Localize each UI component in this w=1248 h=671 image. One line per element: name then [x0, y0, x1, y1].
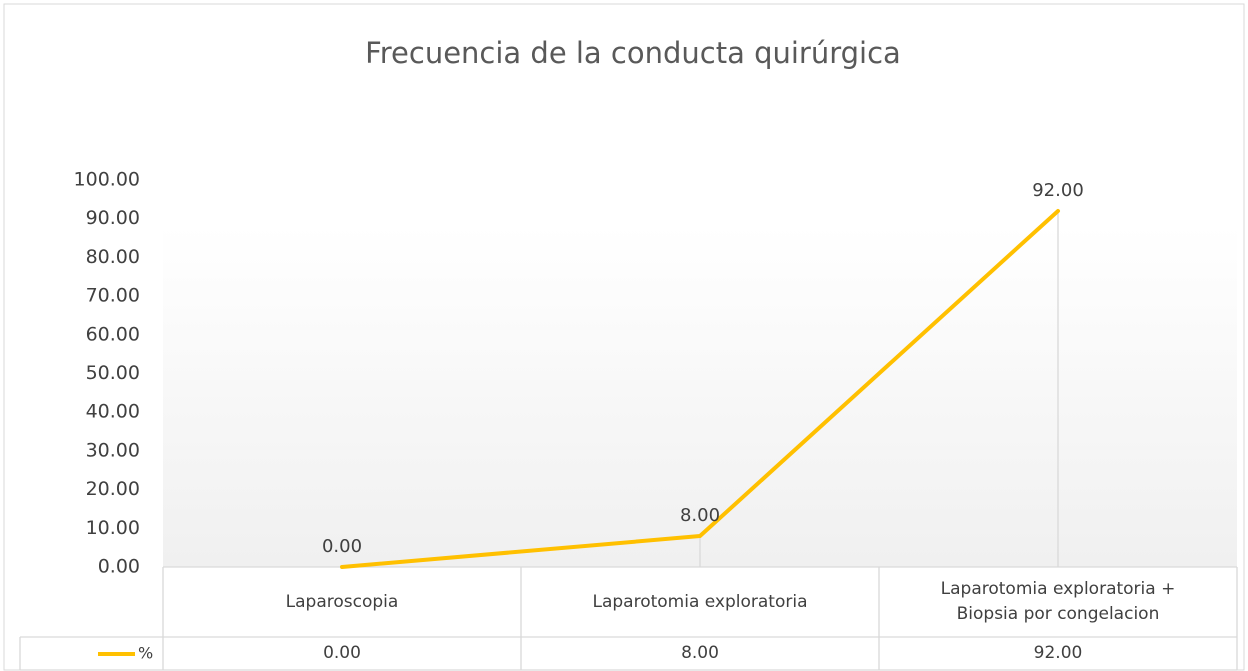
y-tick-label: 0.00	[98, 556, 140, 578]
y-tick-label: 30.00	[86, 439, 140, 461]
y-tick-label: 100.00	[74, 169, 140, 191]
x-tick-label-text: Laparotomia exploratoria + Biopsia por c…	[940, 579, 1176, 624]
table-value-text: 92.00	[1033, 643, 1083, 664]
y-tick-label: 10.00	[86, 517, 140, 539]
x-tick-label: Laparotomia exploratoria	[521, 567, 879, 637]
data-label: 0.00	[322, 536, 362, 557]
y-tick-label: 80.00	[86, 246, 140, 268]
table-value: 0.00	[163, 637, 521, 670]
table-value: 92.00	[879, 637, 1237, 670]
data-label: 8.00	[680, 505, 720, 526]
legend-label: %	[138, 644, 153, 663]
y-tick-label: 90.00	[86, 207, 140, 229]
x-tick-label: Laparoscopia	[163, 567, 521, 637]
y-tick-label: 40.00	[86, 401, 140, 423]
x-tick-label-text: Laparoscopia	[285, 591, 399, 612]
y-tick-label: 20.00	[86, 478, 140, 500]
x-tick-label: Laparotomia exploratoria + Biopsia por c…	[879, 567, 1237, 637]
series-line	[340, 208, 1060, 569]
y-tick-label: 50.00	[86, 362, 140, 384]
table-value-text: 0.00	[323, 643, 361, 664]
y-tick-label: 70.00	[86, 285, 140, 307]
data-label: 92.00	[1032, 180, 1084, 201]
table-value: 8.00	[521, 637, 879, 670]
chart-title: Frecuencia de la conducta quirúrgica	[365, 36, 901, 70]
table-value-text: 8.00	[681, 643, 719, 664]
y-tick-label: 60.00	[86, 323, 140, 345]
x-tick-label-text: Laparotomia exploratoria	[592, 591, 808, 612]
